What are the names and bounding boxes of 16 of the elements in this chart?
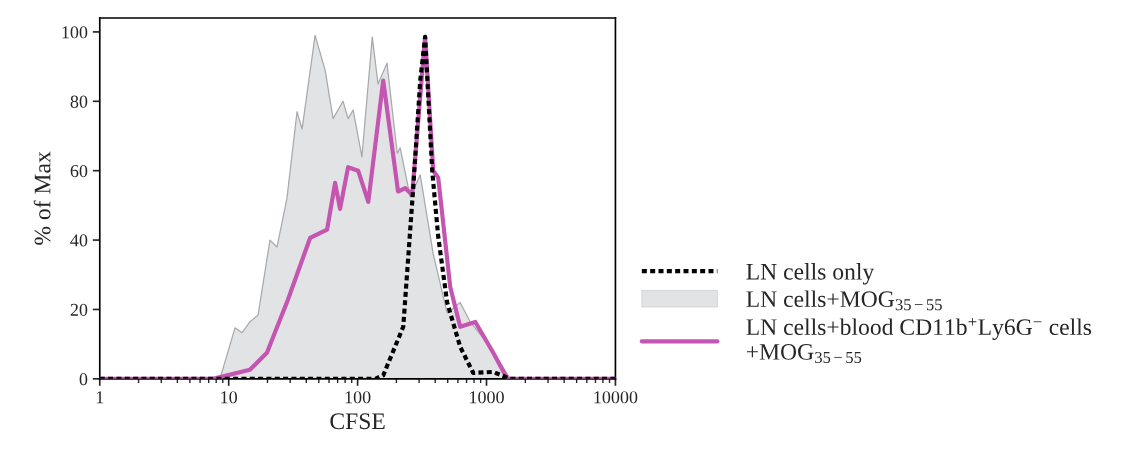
x-tick-label: 100	[345, 391, 371, 404]
y-tick-label: 40	[70, 234, 88, 247]
x-tick-label: 10000	[594, 391, 638, 404]
y-tick-label: 80	[70, 95, 88, 108]
y-axis-title: % of Max	[33, 151, 51, 245]
y-tick-label: 100	[62, 26, 88, 39]
legend-label: LN cells+MOG$_{35−55}$	[746, 290, 942, 311]
text: LN cells+blood CD11b$^{+}$Ly6G$^{−}$ cells +MOG$_{35−55}$	[746, 317, 1092, 364]
y-tick-label: 0	[79, 373, 88, 386]
y-tick-label: 60	[70, 164, 88, 178]
y-tick-label: 20	[70, 303, 88, 316]
legend-label: LN cells only	[746, 263, 875, 285]
x-tick-label: 1000	[470, 391, 504, 404]
x-tick-label: 1	[96, 391, 104, 404]
x-tick-label: 10	[221, 391, 238, 404]
x-axis-title: CFSE	[330, 413, 385, 430]
